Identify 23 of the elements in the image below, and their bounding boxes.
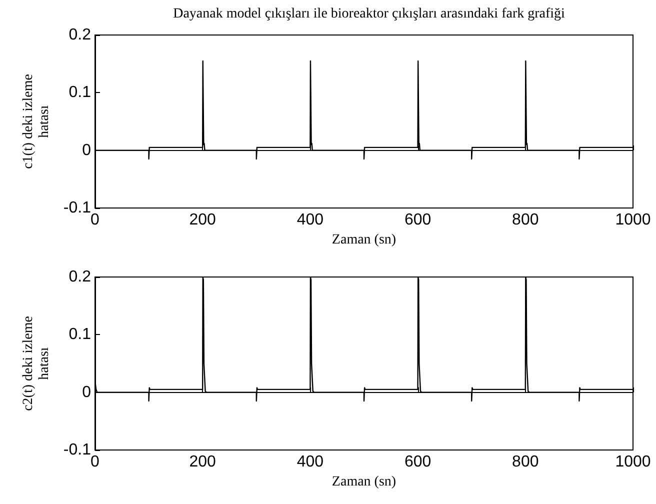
- x-tick-label: 200: [189, 212, 216, 228]
- y-tick-label: 0: [82, 142, 92, 159]
- y-axis-title: c2(t) deki izleme hatası: [21, 316, 52, 411]
- y-tick-label: -0.1: [63, 200, 92, 216]
- x-tick-label: 1000: [615, 212, 651, 228]
- y-tick-label: 0: [82, 384, 92, 401]
- y-tick-label: 0.2: [68, 268, 92, 286]
- x-tick-label: 1000: [615, 454, 651, 470]
- y-tick-label: 0.1: [68, 84, 92, 102]
- y-tick-label: 0.1: [68, 326, 92, 344]
- x-axis-title: Zaman (sn): [332, 232, 396, 248]
- y-tick-label: 0.2: [68, 26, 92, 44]
- x-tick-label: 200: [189, 454, 216, 470]
- x-tick-label: 600: [404, 454, 432, 470]
- x-tick-label: 400: [296, 454, 324, 470]
- x-tick-label: 400: [296, 212, 324, 228]
- x-tick-label: 800: [512, 212, 539, 228]
- y-tick-label: -0.1: [63, 442, 92, 458]
- x-axis-title: Zaman (sn): [332, 474, 396, 490]
- y-axis-title: c1(t) deki izleme hatası: [21, 74, 52, 169]
- x-tick-label: 800: [512, 454, 539, 470]
- x-tick-label: 600: [404, 212, 432, 228]
- chart-title: Dayanak model çıkışları ile bioreaktor çıkışları arasındaki fark grafiği: [173, 6, 566, 22]
